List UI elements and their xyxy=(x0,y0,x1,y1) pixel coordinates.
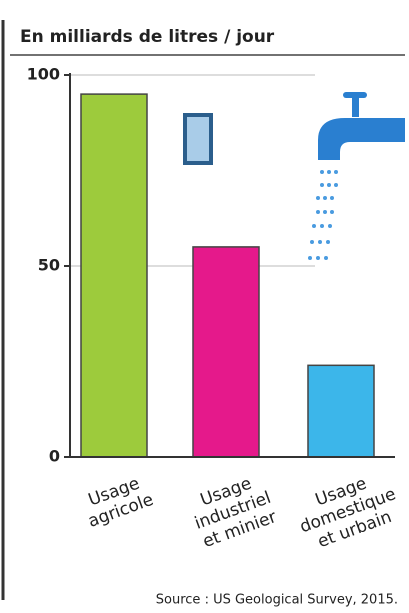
bar xyxy=(308,365,374,457)
chart: En milliards de litres / jour Source : U… xyxy=(0,0,409,613)
y-tick-label: 0 xyxy=(49,447,60,466)
y-tick-label: 100 xyxy=(27,65,60,84)
bar xyxy=(81,94,147,457)
y-tick-label: 50 xyxy=(38,256,60,275)
water-icon xyxy=(185,115,211,163)
bar xyxy=(193,247,259,457)
page: En milliards de litres / jour Source : U… xyxy=(0,0,409,613)
source-note: Source : US Geological Survey, 2015. xyxy=(156,593,398,608)
chart-title: En milliards de litres / jour xyxy=(20,27,275,47)
